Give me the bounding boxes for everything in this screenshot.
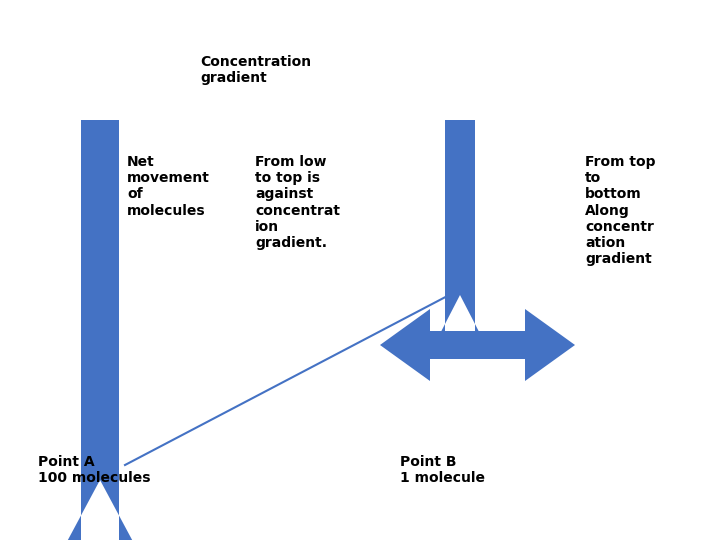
Polygon shape	[63, 120, 138, 540]
Polygon shape	[380, 309, 575, 381]
Text: Point B
1 molecule: Point B 1 molecule	[400, 455, 485, 485]
Text: From top
to
bottom
Along
concentr
ation
gradient: From top to bottom Along concentr ation …	[585, 155, 655, 266]
Text: Net
movement
of
molecules: Net movement of molecules	[127, 155, 210, 218]
Text: Point A
100 molecules: Point A 100 molecules	[38, 455, 150, 485]
Text: From low
to top is
against
concentrat
ion
gradient.: From low to top is against concentrat io…	[255, 155, 340, 250]
Polygon shape	[429, 120, 491, 355]
Text: Concentration
gradient: Concentration gradient	[200, 55, 311, 85]
